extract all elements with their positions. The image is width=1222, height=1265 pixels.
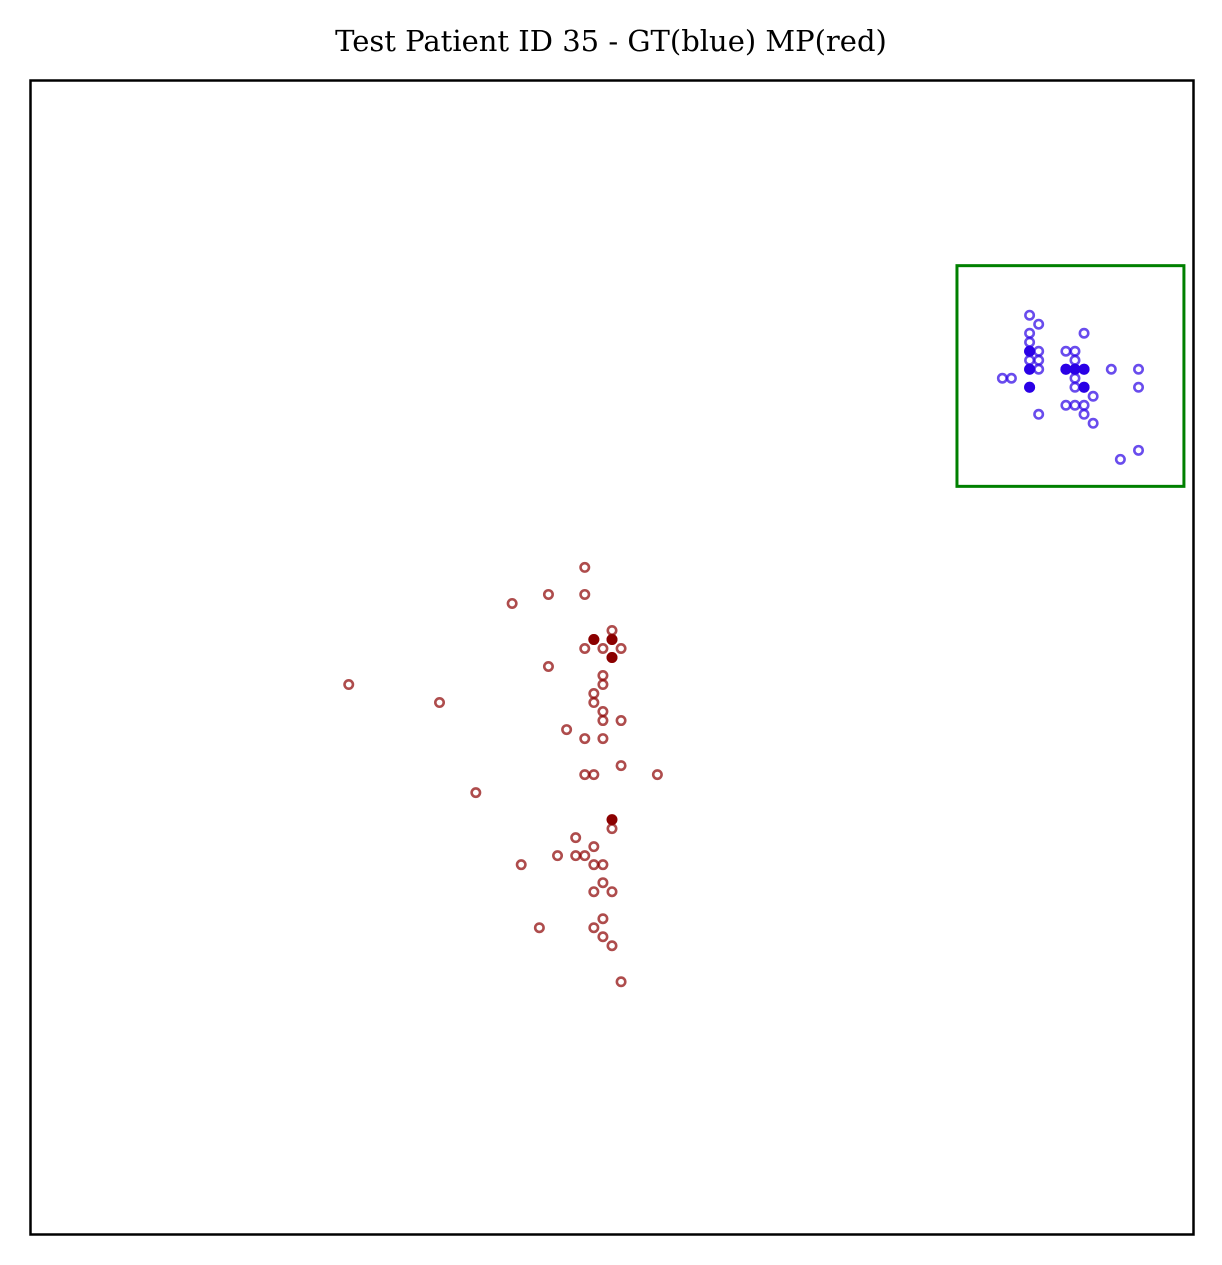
data-point	[1024, 309, 1036, 321]
data-point	[561, 724, 573, 736]
data-point	[588, 688, 600, 700]
data-point	[1060, 399, 1072, 411]
data-point	[533, 922, 545, 934]
data-point	[588, 922, 600, 934]
data-point	[1069, 381, 1081, 393]
data-point	[606, 886, 618, 898]
data-point	[615, 715, 627, 727]
data-point	[1033, 345, 1045, 357]
data-point	[1005, 372, 1017, 384]
annotation-box	[955, 264, 1186, 488]
data-point	[597, 679, 609, 691]
data-point	[542, 588, 554, 600]
data-point-solid	[606, 633, 618, 645]
data-point-solid	[1060, 363, 1072, 375]
data-point-solid	[1069, 363, 1081, 375]
data-point	[588, 886, 600, 898]
data-point	[1069, 372, 1081, 384]
series-0	[343, 561, 663, 988]
data-point	[651, 769, 663, 781]
data-point	[1087, 390, 1099, 402]
data-point	[597, 913, 609, 925]
data-point	[579, 588, 591, 600]
data-point	[506, 597, 518, 609]
data-point	[597, 670, 609, 682]
data-point	[1033, 408, 1045, 420]
data-point	[515, 859, 527, 871]
data-point	[1033, 354, 1045, 366]
data-point	[1133, 363, 1145, 375]
data-point	[1024, 327, 1036, 339]
data-point	[1078, 408, 1090, 420]
data-point	[1105, 363, 1117, 375]
data-point-solid	[1024, 345, 1036, 357]
data-point	[542, 661, 554, 673]
data-point	[606, 823, 618, 835]
data-point	[1069, 399, 1081, 411]
data-point	[1078, 399, 1090, 411]
data-point	[597, 931, 609, 943]
data-point	[1087, 417, 1099, 429]
data-point	[570, 850, 582, 862]
data-point	[1033, 318, 1045, 330]
data-point	[579, 769, 591, 781]
data-point	[1069, 354, 1081, 366]
series-1	[996, 309, 1145, 465]
data-point-solid	[1078, 381, 1090, 393]
data-point	[570, 832, 582, 844]
data-point	[552, 850, 564, 862]
data-point	[1133, 381, 1145, 393]
data-point	[1024, 354, 1036, 366]
data-point	[597, 733, 609, 745]
data-point	[597, 715, 609, 727]
data-point	[470, 787, 482, 799]
marks-layer	[343, 264, 1186, 988]
data-point-solid	[1024, 363, 1036, 375]
data-point	[343, 679, 355, 691]
data-point	[597, 642, 609, 654]
data-point	[579, 642, 591, 654]
data-point	[434, 697, 446, 709]
data-point-solid	[606, 814, 618, 826]
data-point	[579, 850, 591, 862]
data-point	[996, 372, 1008, 384]
data-point	[588, 697, 600, 709]
data-point	[1114, 453, 1126, 465]
data-point	[1078, 327, 1090, 339]
data-point	[1133, 444, 1145, 456]
data-point	[588, 859, 600, 871]
plot-frame	[29, 79, 1195, 1236]
data-point-solid	[588, 633, 600, 645]
data-point	[615, 760, 627, 772]
data-point	[597, 706, 609, 718]
data-point	[606, 624, 618, 636]
data-point-solid	[606, 652, 618, 663]
data-point	[588, 841, 600, 853]
data-point-solid	[1078, 363, 1090, 375]
data-point	[588, 769, 600, 781]
data-point	[606, 940, 618, 952]
data-point	[1060, 345, 1072, 357]
data-point	[597, 877, 609, 889]
data-point-solid	[1024, 381, 1036, 393]
chart-title: Test Patient ID 35 - GT(blue) MP(red)	[335, 24, 887, 58]
data-point	[1033, 363, 1045, 375]
data-point	[579, 561, 591, 573]
data-point	[1024, 336, 1036, 348]
data-point	[579, 733, 591, 745]
data-point	[1069, 345, 1081, 357]
data-point	[615, 642, 627, 654]
data-point	[615, 976, 627, 988]
data-point	[597, 859, 609, 871]
